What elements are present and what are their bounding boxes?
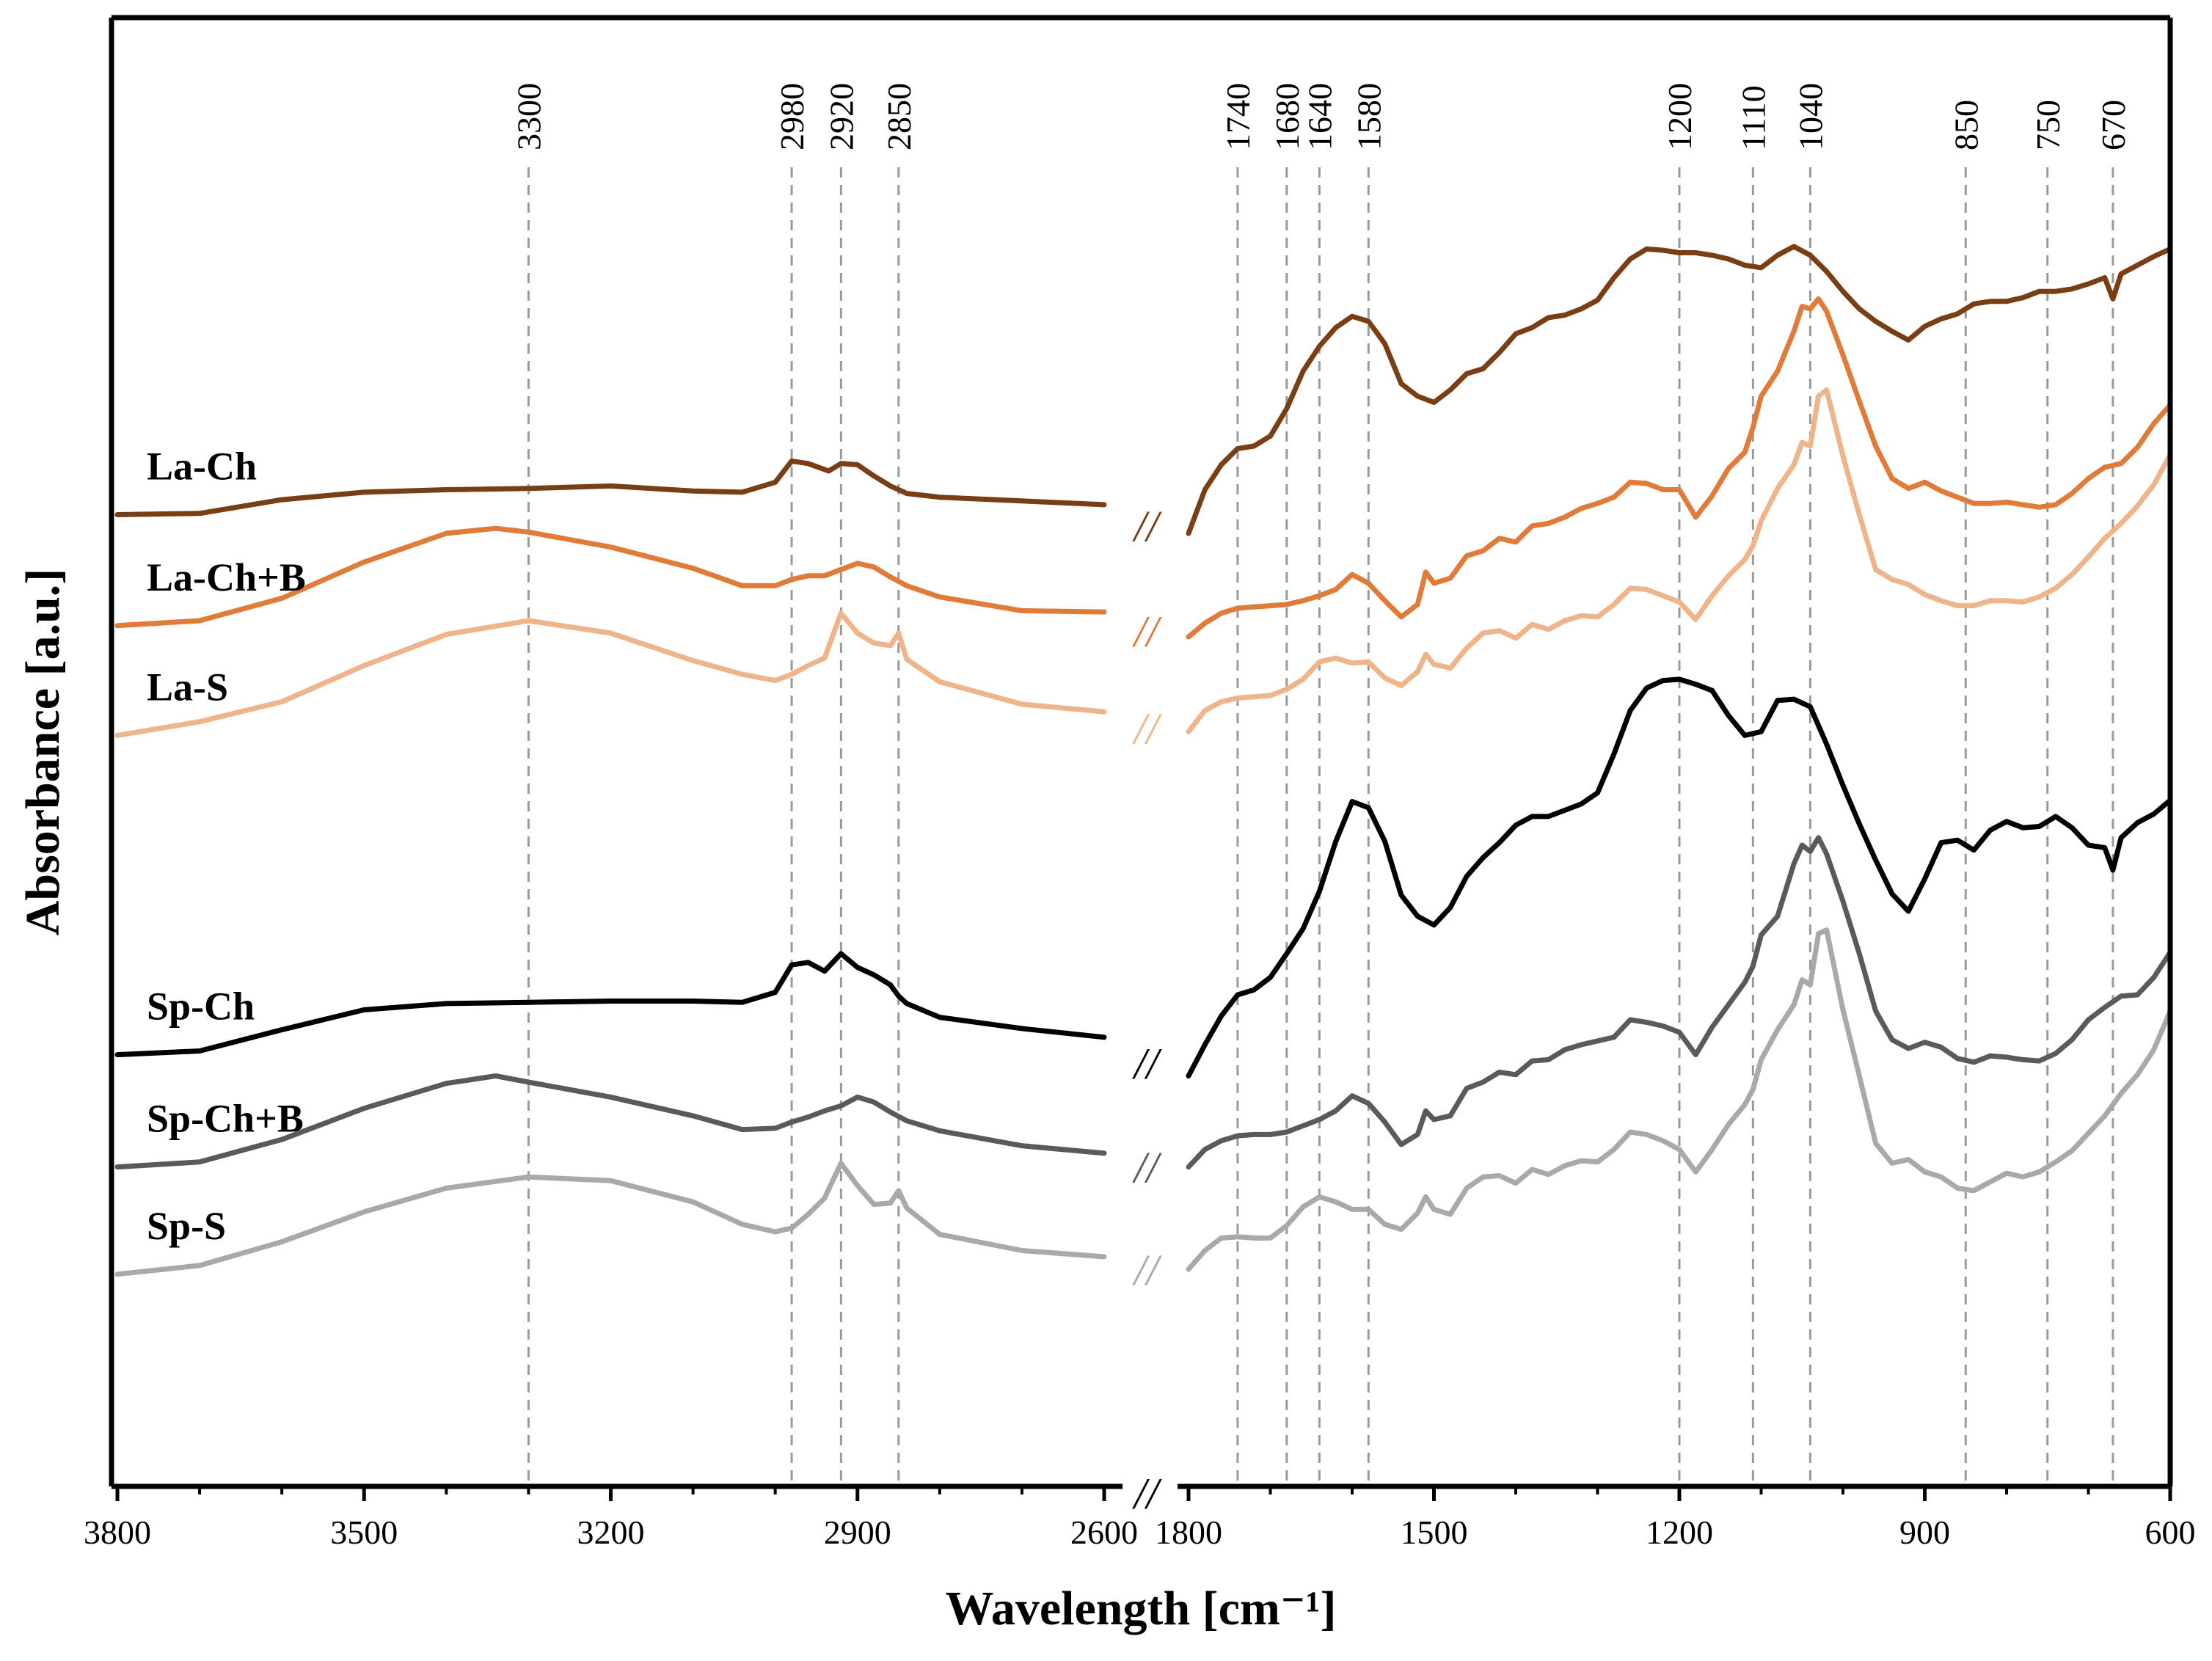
series-label-la-ch: La-Ch — [147, 445, 257, 489]
series-label-sp-s: Sp-S — [147, 1204, 226, 1248]
break-mark-la-s: // — [1132, 705, 1163, 753]
series-la-ch-plus-b — [114, 296, 2173, 640]
series-la-ch — [114, 244, 2173, 536]
series-sp-ch — [114, 676, 2173, 1078]
series-labels: La-Ch La-Ch+B La-S Sp-Ch Sp-Ch+B Sp-S — [147, 445, 306, 1248]
series-sp-ch-plus-b — [114, 835, 2173, 1170]
series-label-sp-ch: Sp-Ch — [147, 985, 255, 1029]
break-mark-la-ch: // — [1132, 502, 1163, 550]
peak-label-1110: 1110 — [1734, 85, 1772, 150]
tick-label-left-2900: 2900 — [824, 1514, 891, 1551]
tick-label-left-3800: 3800 — [84, 1514, 151, 1551]
break-mark-sp-s: // — [1132, 1246, 1163, 1295]
peak-label-2920: 2920 — [822, 83, 860, 150]
peak-label-1200: 1200 — [1661, 83, 1698, 150]
tick-label-left-3200: 3200 — [577, 1514, 645, 1551]
tick-label-right-900: 900 — [1899, 1514, 1950, 1551]
peak-label-750: 750 — [2029, 100, 2067, 150]
series-label-la-s: La-S — [147, 665, 228, 709]
x-axis-break-mark: // — [1132, 1470, 1163, 1518]
peak-label-1740: 1740 — [1219, 83, 1257, 150]
peak-label-2980: 2980 — [773, 83, 811, 150]
series-line-la-ch-right — [1186, 244, 2173, 536]
peak-label-2850: 2850 — [880, 83, 918, 150]
peak-label-670: 670 — [2095, 100, 2132, 150]
peak-label-1680: 1680 — [1269, 83, 1306, 150]
series-label-la-ch-plus-b: La-Ch+B — [147, 555, 306, 599]
plot-frame — [109, 15, 2173, 1489]
break-mark-sp-ch: // — [1132, 1040, 1163, 1088]
axis-break-marks: // // // // // // // — [1132, 502, 1163, 1518]
series-sp-s — [114, 927, 2173, 1277]
series-label-sp-ch-plus-b: Sp-Ch+B — [147, 1097, 304, 1141]
series-la-s — [114, 387, 2173, 738]
series-line-sp-ch-left — [114, 951, 1107, 1058]
series-line-la-ch-plus-b-left — [114, 525, 1107, 629]
series-line-la-s-right — [1186, 387, 2173, 734]
tick-label-left-2600: 2600 — [1070, 1514, 1138, 1551]
series-line-sp-s-right — [1186, 927, 2173, 1272]
break-mark-sp-ch-plus-b: // — [1132, 1143, 1163, 1191]
break-mark-la-ch-plus-b: // — [1132, 607, 1163, 656]
peak-label-3300: 3300 — [510, 83, 547, 150]
peak-label-1040: 1040 — [1792, 83, 1829, 150]
tick-label-right-1200: 1200 — [1646, 1514, 1713, 1551]
peak-label-1580: 1580 — [1350, 83, 1387, 150]
series-line-sp-s-left — [114, 1161, 1107, 1277]
peak-label-1640: 1640 — [1301, 83, 1338, 150]
tick-label-right-1800: 1800 — [1155, 1514, 1222, 1551]
series-line-sp-ch-plus-b-right — [1186, 835, 2173, 1170]
y-axis-title: Absorbance [a.u.] — [16, 569, 70, 936]
series-line-sp-ch-right — [1186, 676, 2173, 1078]
tick-label-left-3500: 3500 — [330, 1514, 398, 1551]
peak-label-850: 850 — [1947, 100, 1985, 150]
x-axis-title: Wavelength [cm⁻¹] — [945, 1582, 1336, 1635]
series-line-la-ch-plus-b-right — [1186, 296, 2173, 640]
series-line-la-ch-left — [114, 458, 1107, 517]
tick-label-right-1500: 1500 — [1401, 1514, 1468, 1551]
series-line-sp-ch-plus-b-left — [114, 1073, 1107, 1170]
x-axis-ticks: 3800 3500 3200 2900 2600 1800 1500 1200 900 600 — [84, 1486, 2196, 1551]
spectra-series — [114, 244, 2173, 1277]
tick-label-right-600: 600 — [2145, 1514, 2196, 1551]
series-line-la-s-left — [114, 610, 1107, 738]
